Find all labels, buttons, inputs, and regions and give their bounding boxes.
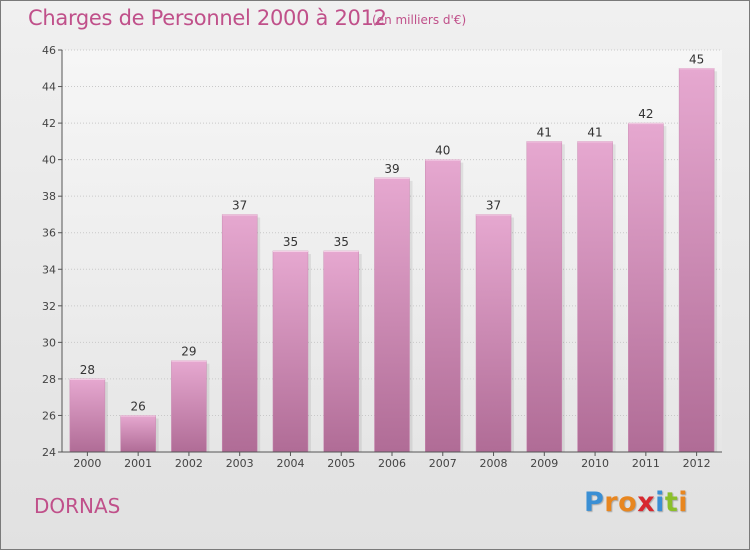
chart-title: Charges de Personnel 2000 à 2012: [28, 6, 387, 30]
chart-subtitle: (en milliers d'€): [372, 13, 467, 27]
bar-value-label: 29: [181, 345, 196, 359]
logo-letter: i: [655, 487, 665, 518]
y-tick-label: 34: [42, 263, 56, 276]
bar: [272, 250, 309, 453]
y-tick-label: 46: [42, 44, 56, 57]
bar: [69, 378, 106, 453]
x-tick-label: 2002: [175, 457, 203, 470]
bar: [425, 159, 461, 453]
y-tick-label: 40: [42, 154, 56, 167]
x-tick-label: 2003: [226, 457, 254, 470]
bar: [171, 360, 207, 453]
bar-value-label: 42: [638, 107, 653, 121]
bar-value-label: 26: [131, 399, 146, 413]
commune-name: DORNAS: [34, 494, 121, 518]
bar: [323, 250, 359, 453]
bar-value-label: 28: [80, 363, 95, 377]
logo-letter: x: [637, 487, 656, 518]
x-tick-label: 2005: [327, 457, 355, 470]
x-tick-label: 2007: [429, 457, 457, 470]
bar: [678, 68, 715, 453]
x-tick-label: 2009: [530, 457, 558, 470]
bar-value-label: 35: [334, 235, 349, 249]
y-tick-label: 30: [42, 336, 56, 349]
bar-value-label: 40: [435, 144, 450, 158]
y-tick-label: 36: [42, 227, 56, 240]
y-tick-label: 42: [42, 117, 56, 130]
y-tick-label: 24: [42, 446, 56, 459]
y-tick-label: 32: [42, 300, 56, 313]
bar-value-label: 45: [689, 52, 704, 66]
logo-letter: t: [664, 487, 679, 518]
x-tick-label: 2012: [683, 457, 711, 470]
bar-value-label: 41: [587, 125, 602, 139]
logo-letter: o: [618, 487, 638, 518]
logo-letter: r: [604, 487, 619, 518]
bar-value-label: 41: [537, 125, 552, 139]
x-tick-label: 2006: [378, 457, 406, 470]
x-tick-label: 2008: [480, 457, 508, 470]
x-tick-label: 2000: [73, 457, 101, 470]
bar-value-label: 35: [283, 235, 298, 249]
y-tick-label: 28: [42, 373, 56, 386]
logo-letter: i: [678, 487, 689, 518]
bar: [577, 141, 613, 453]
bar: [526, 141, 563, 453]
x-tick-label: 2010: [581, 457, 609, 470]
bar: [628, 122, 664, 453]
bar-value-label: 37: [486, 198, 501, 212]
bar-value-label: 39: [384, 162, 399, 176]
logo-letter: P: [584, 487, 605, 518]
y-tick-label: 26: [42, 409, 56, 422]
proxiti-logo: Proxiti: [584, 487, 688, 518]
x-tick-label: 2011: [632, 457, 660, 470]
x-tick-label: 2001: [124, 457, 152, 470]
x-tick-label: 2004: [276, 457, 304, 470]
bar: [374, 177, 410, 453]
bar: [120, 415, 156, 453]
y-tick-label: 38: [42, 190, 56, 203]
bar: [221, 214, 258, 453]
bar: [475, 214, 512, 453]
y-tick-label: 44: [42, 81, 56, 94]
bar-value-label: 37: [232, 198, 247, 212]
